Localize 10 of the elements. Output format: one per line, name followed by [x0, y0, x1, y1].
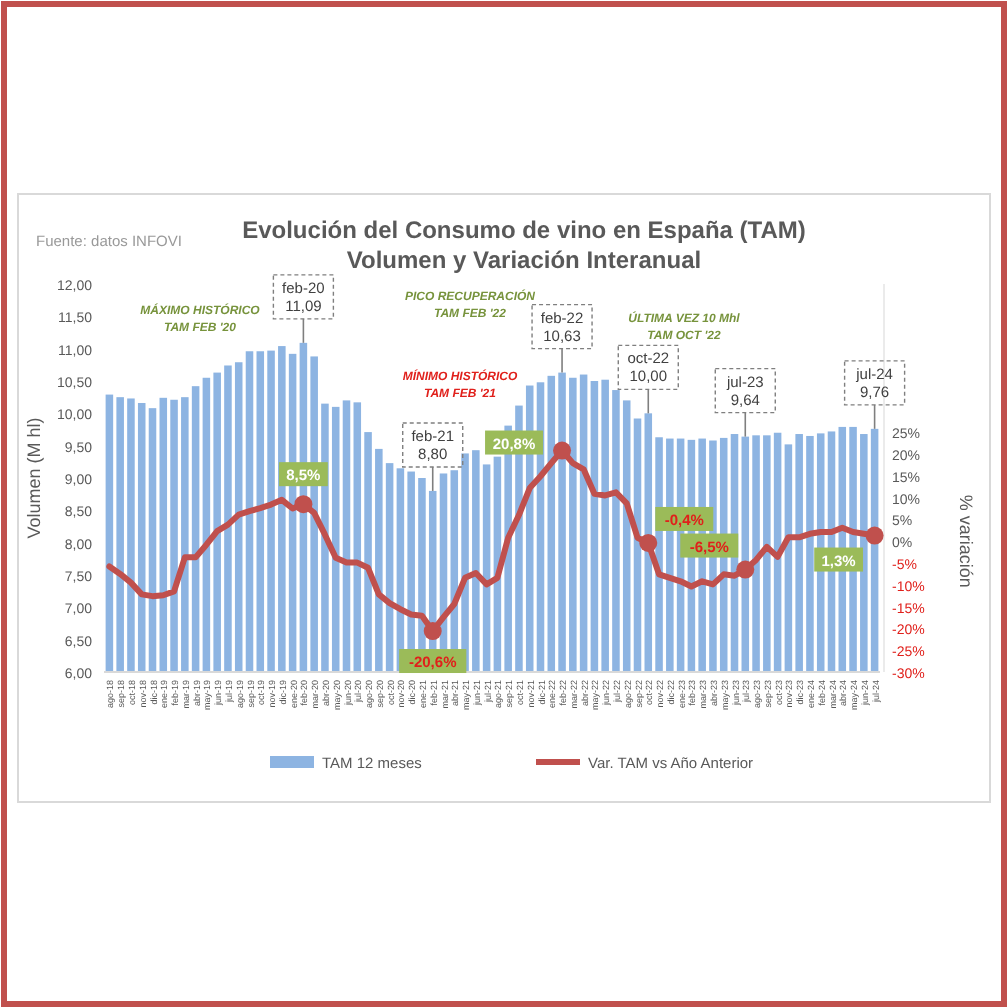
point	[294, 495, 313, 514]
point	[423, 622, 442, 641]
point	[736, 560, 755, 579]
chart-subtitle: Volumen y Variación Interanual	[346, 246, 702, 274]
y2-axis-title: % variación	[956, 494, 976, 588]
chart-title: Evolución del Consumo de vino en España (TAM)	[242, 216, 806, 244]
point	[639, 533, 658, 552]
point	[553, 441, 572, 460]
point	[865, 526, 884, 545]
y-axis-title: Volumen (M hl)	[24, 417, 44, 539]
